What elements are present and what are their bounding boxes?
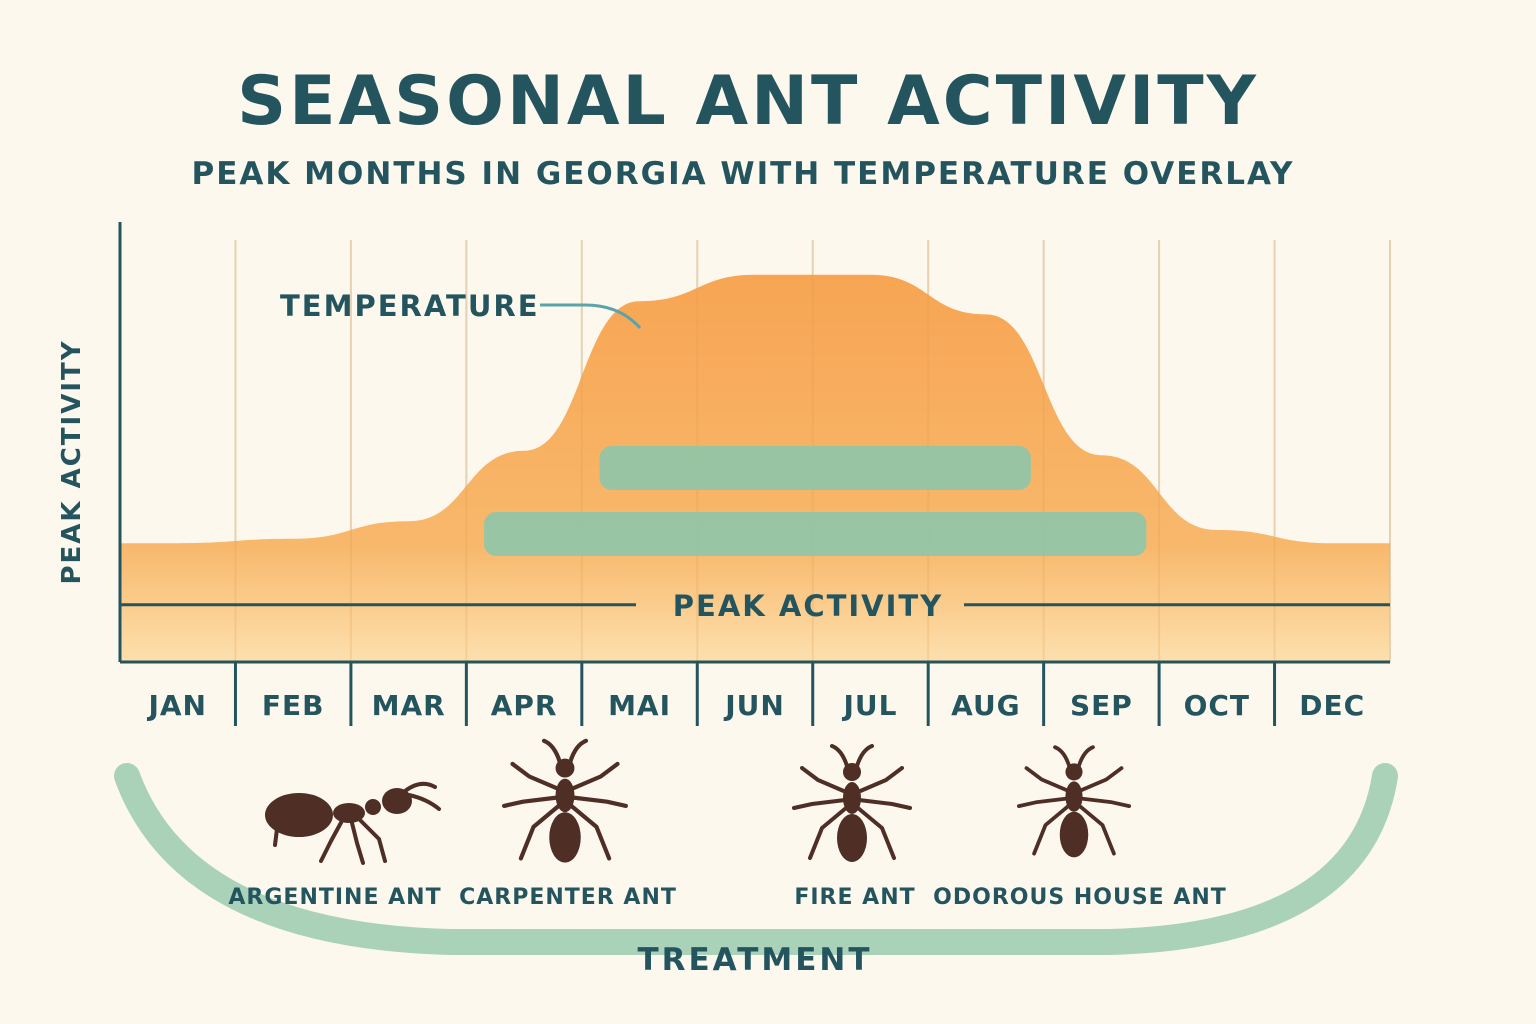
- chart-subtitle: PEAK MONTHS IN GEORGIA WITH TEMPERATURE …: [191, 156, 1295, 192]
- treatment-arc: [114, 763, 1398, 955]
- month-label-dec: DEC: [1299, 689, 1365, 722]
- month-label-jul: JUL: [841, 689, 897, 722]
- temperature-label: TEMPERATURE: [280, 289, 540, 323]
- month-label-apr: APR: [491, 689, 558, 722]
- month-label-oct: OCT: [1184, 689, 1250, 722]
- activity-bar: [599, 446, 1031, 490]
- ant-label: ARGENTINE ANT: [228, 885, 441, 910]
- temperature-annotation: TEMPERATURE: [280, 289, 642, 329]
- odorous-house-ant-icon: [1017, 745, 1131, 858]
- month-label-mar: MAR: [372, 689, 446, 722]
- treatment-label: TREATMENT: [637, 942, 872, 978]
- carpenter-ant-icon: [502, 738, 628, 863]
- argentine-ant-icon: [265, 781, 441, 865]
- chart-title: SEASONAL ANT ACTIVITY: [237, 62, 1259, 141]
- temperature-leader-line: [540, 303, 642, 329]
- reference-line-label: PEAK ACTIVITY: [673, 589, 943, 623]
- ant-label: CARPENTER ANT: [459, 885, 677, 910]
- activity-bar: [484, 512, 1147, 556]
- ant-label: ODOROUS HOUSE ANT: [933, 885, 1227, 910]
- month-label-mai: MAI: [608, 689, 671, 722]
- peak-activity-reference: PEAK ACTIVITY: [120, 589, 1390, 623]
- month-label-jun: JUN: [723, 689, 785, 722]
- fire-ant-icon: [792, 744, 912, 862]
- month-label-aug: AUG: [951, 689, 1021, 722]
- month-labels: JAN FEB MAR APR MAI JUN JUL AUG SEP OCT DEC: [146, 689, 1365, 722]
- treatment-band: TREATMENT: [114, 763, 1398, 978]
- month-label-sep: SEP: [1070, 689, 1133, 722]
- ant-label: FIRE ANT: [794, 885, 915, 910]
- activity-bars: [484, 446, 1147, 556]
- month-label-jan: JAN: [146, 689, 207, 722]
- ant-species: ARGENTINE ANT CARPENTER ANT FIRE ANT ODOROU…: [228, 738, 1227, 910]
- month-label-feb: FEB: [262, 689, 325, 722]
- axes: [118, 222, 1390, 726]
